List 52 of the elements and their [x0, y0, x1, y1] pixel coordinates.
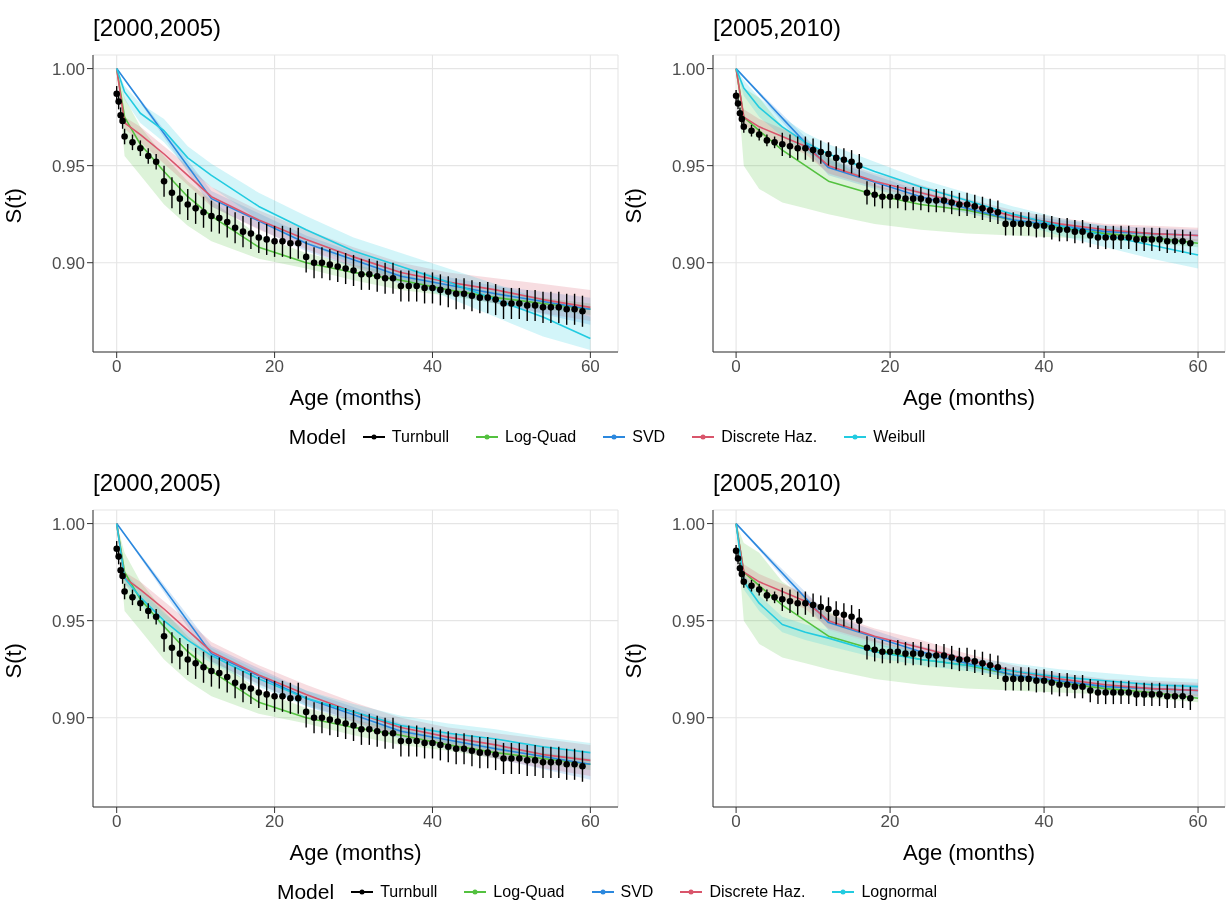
y-tick-label: 0.95 [51, 156, 85, 176]
chart-title: [2000,2005) [93, 14, 222, 42]
y-axis-title: S(t) [0, 188, 26, 224]
y-tick-label: 0.90 [671, 708, 705, 728]
legend-label: Turnbull [380, 883, 438, 901]
y-tick-label: 0.90 [51, 708, 85, 728]
y-tick-label: 1.00 [51, 59, 85, 79]
y-tick-label: 0.95 [671, 156, 705, 176]
x-tick-label: 40 [1034, 812, 1054, 832]
legend-label: Discrete Haz. [721, 428, 818, 446]
chart-title: [2000,2005) [93, 469, 222, 497]
x-tick-label: 20 [265, 812, 285, 832]
y-axis-title: S(t) [620, 188, 646, 224]
legend-label: Log-Quad [493, 883, 565, 901]
y-tick-label: 0.90 [51, 253, 85, 273]
x-tick-label: 40 [423, 357, 442, 377]
x-tick-label: 20 [880, 357, 900, 377]
y-tick-label: 0.90 [671, 253, 705, 273]
legend-label: Turnbull [391, 428, 450, 446]
x-axis-title: Age (months) [902, 840, 1036, 865]
x-axis-title: Age (months) [902, 385, 1036, 410]
x-tick-label: 60 [580, 357, 600, 377]
legend-label: Weibull [873, 428, 926, 446]
y-axis-title: S(t) [620, 643, 646, 679]
x-axis-title: Age (months) [289, 385, 422, 410]
x-tick-label: 60 [1188, 812, 1208, 832]
legend-label: Discrete Haz. [709, 883, 806, 901]
y-axis-title: S(t) [0, 643, 26, 679]
chart-title: [2005,2010) [713, 14, 842, 42]
x-tick-label: 60 [580, 812, 600, 832]
x-tick-label: 20 [265, 357, 285, 377]
x-tick-label: 0 [111, 357, 122, 377]
legend-title: Model [276, 880, 335, 904]
legend-label: Lognormal [861, 883, 938, 901]
y-tick-label: 1.00 [51, 514, 85, 534]
x-tick-label: 60 [1188, 357, 1208, 377]
x-axis-title: Age (months) [289, 840, 422, 865]
y-tick-label: 1.00 [671, 59, 705, 79]
y-tick-label: 0.95 [51, 611, 85, 631]
x-tick-label: 0 [731, 812, 741, 832]
legend-label: Log-Quad [505, 428, 577, 446]
y-tick-label: 1.00 [671, 514, 705, 534]
legend-label: SVD [620, 883, 654, 901]
x-tick-label: 20 [880, 812, 900, 832]
legend-title: Model [288, 425, 346, 449]
x-tick-label: 40 [1034, 357, 1054, 377]
x-tick-label: 0 [111, 812, 122, 832]
legend-label: SVD [632, 428, 666, 446]
x-tick-label: 40 [423, 812, 442, 832]
x-tick-label: 0 [731, 357, 741, 377]
chart-title: [2005,2010) [713, 469, 842, 497]
y-tick-label: 0.95 [671, 611, 705, 631]
